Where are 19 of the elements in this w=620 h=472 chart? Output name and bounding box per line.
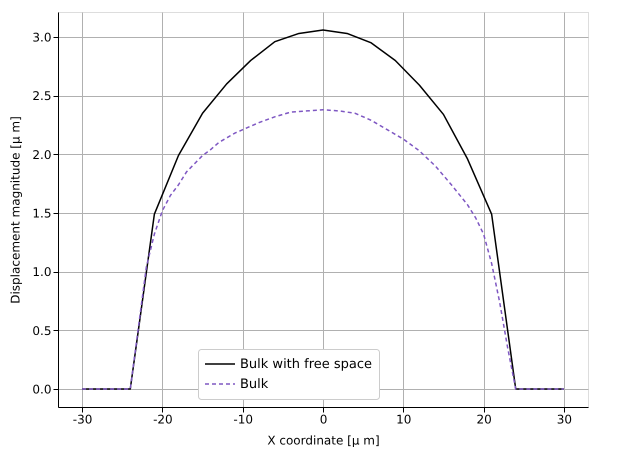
x-tick-label: 10 [396, 412, 412, 426]
x-tick-label: -10 [233, 412, 253, 426]
x-axis-title: X coordinate [μ m] [267, 434, 380, 448]
y-tick-label: 2.5 [32, 89, 52, 104]
y-tick-label: 0.0 [32, 382, 52, 397]
x-tick-label: 20 [476, 412, 492, 426]
y-axis-title: Displacement magnitude [μ m] [8, 116, 22, 304]
y-tick-label: 1.0 [32, 265, 52, 280]
y-tick-label: 1.5 [32, 206, 52, 221]
legend-label: Bulk [240, 377, 269, 392]
line-series [81, 109, 565, 390]
legend-label: Bulk with free space [240, 357, 372, 372]
x-tick-label: -20 [153, 412, 173, 426]
y-tick-label: 0.5 [32, 324, 52, 338]
x-tick-label: -30 [72, 412, 92, 426]
y-tick-label: 3.0 [32, 30, 52, 44]
x-tick-label: 0 [320, 412, 328, 426]
y-tick-label: 2.0 [32, 148, 52, 162]
x-tick-label: 30 [556, 412, 572, 426]
